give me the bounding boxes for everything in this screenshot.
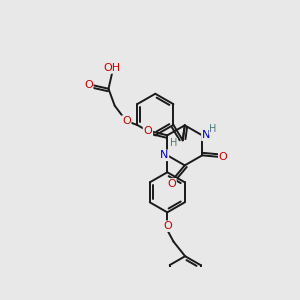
Text: O: O (163, 221, 172, 231)
Text: O: O (219, 152, 227, 162)
Text: N: N (160, 150, 168, 160)
Text: H: H (170, 138, 177, 148)
Text: N: N (202, 130, 210, 140)
Text: O: O (84, 80, 93, 90)
Text: O: O (122, 116, 131, 126)
Text: O: O (167, 179, 176, 189)
Text: OH: OH (104, 63, 121, 73)
Text: O: O (143, 127, 152, 136)
Text: H: H (209, 124, 217, 134)
